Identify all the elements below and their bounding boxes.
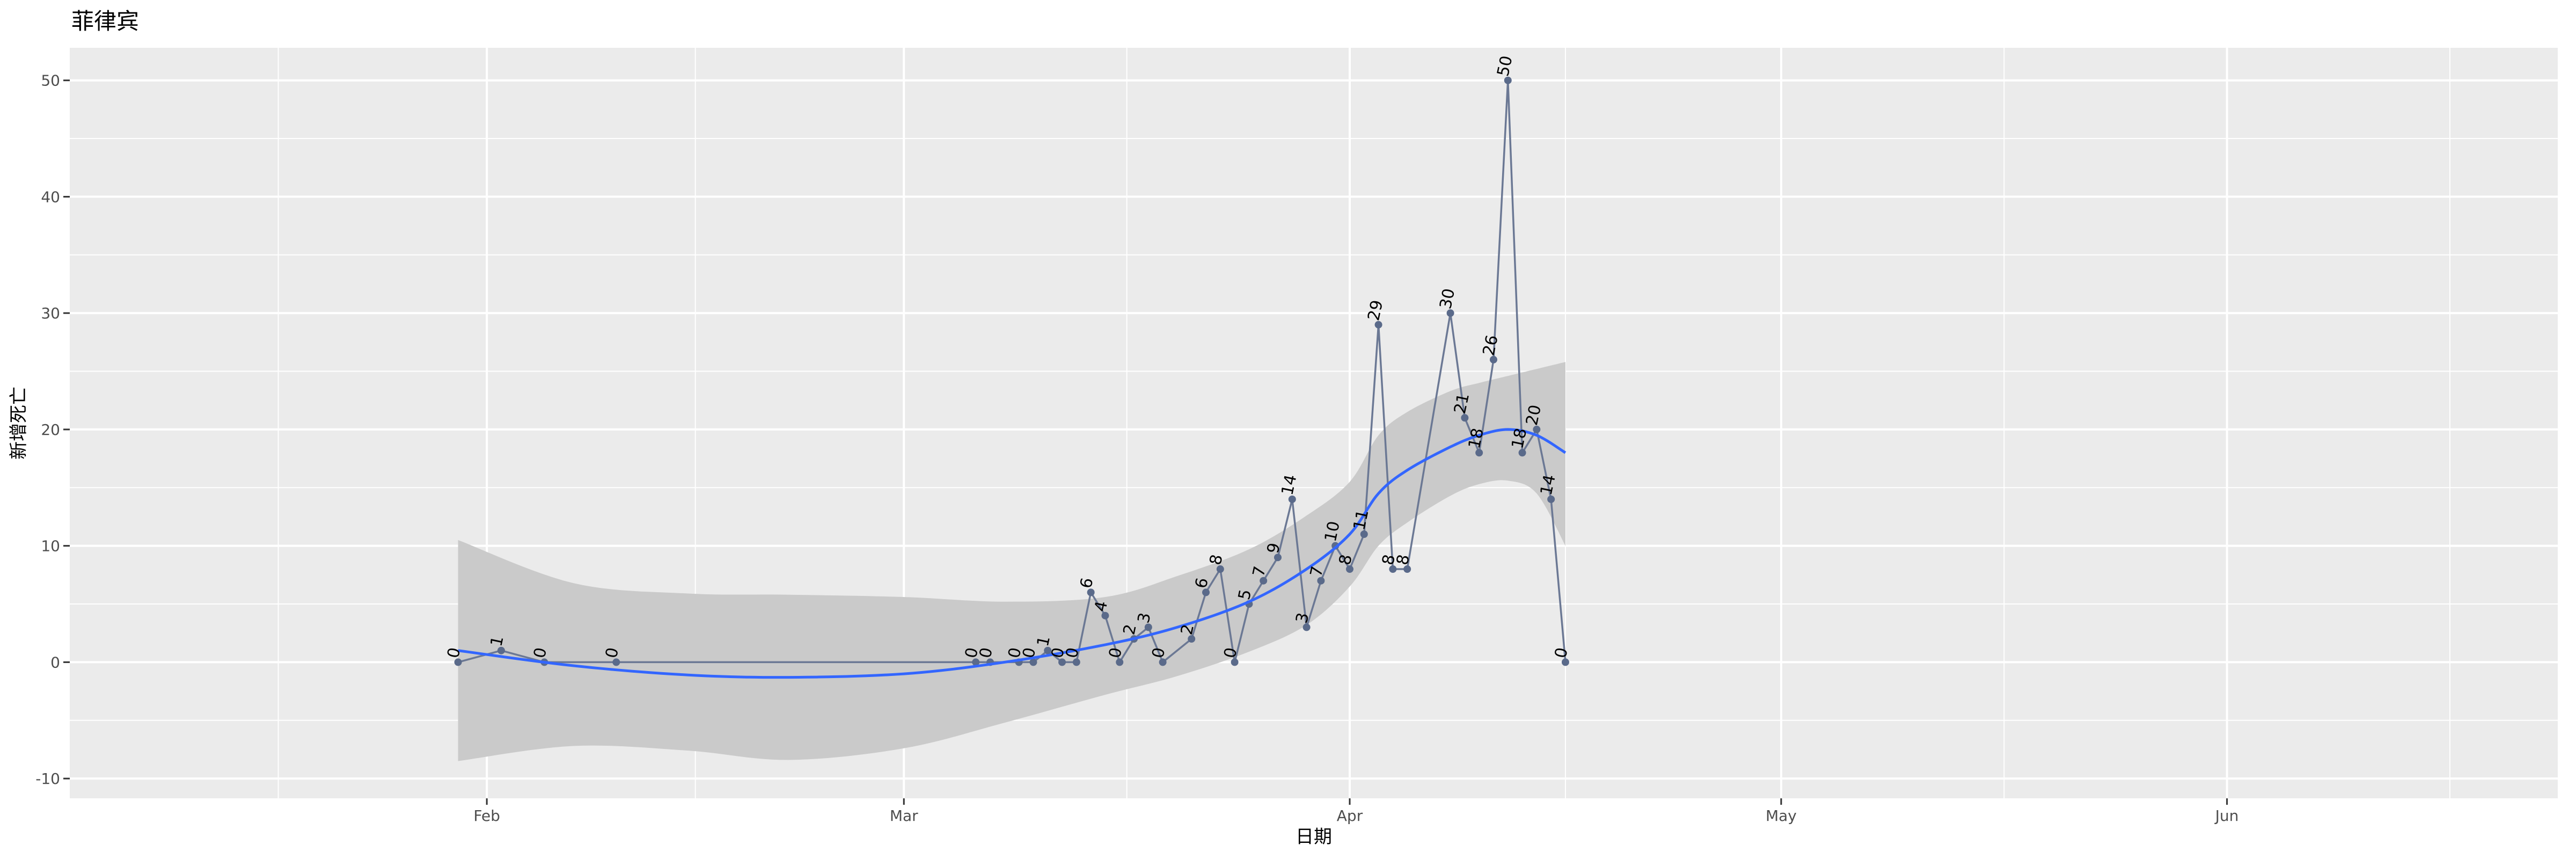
data-label: 14 [1537,473,1560,497]
data-point [1029,658,1037,666]
data-point [1116,658,1124,666]
x-tick-label: Apr [1337,807,1363,825]
y-tick-label: 20 [41,421,60,439]
data-point [1547,495,1555,503]
data-point [1389,565,1397,573]
data-point [1518,449,1526,457]
data-label: 20 [1523,403,1545,427]
data-point [454,658,462,666]
data-point [1288,495,1296,503]
y-tick-label: 40 [41,188,60,206]
y-tick-label: 0 [50,653,60,671]
data-label: 29 [1364,299,1387,323]
data-point [1302,623,1311,631]
data-label: 18 [1508,426,1531,450]
x-tick-label: May [1766,807,1797,825]
data-point [1087,588,1095,596]
data-point [1101,612,1109,620]
smooth-line [458,428,1567,679]
data-point [1461,414,1469,422]
data-point [612,658,620,666]
data-label: 30 [1436,287,1459,311]
data-label: 11 [1350,508,1372,532]
data-label: 10 [1321,520,1344,544]
data-label: 21 [1451,391,1473,416]
data-point [497,646,505,654]
y-tick-label: -10 [35,770,60,788]
x-tick-label: Feb [473,807,500,825]
plot-panel [70,48,2558,798]
data-label: 50 [1494,54,1516,78]
data-point [1561,658,1569,666]
data-point [1360,530,1368,538]
x-axis-title: 日期 [1296,826,1332,848]
data-point [1260,577,1268,585]
data-point [1159,658,1167,666]
data-label: 18 [1465,426,1488,450]
data-point [1202,588,1210,596]
axes: -10 0 10 20 30 40 50 Feb Mar Apr May Jun [35,72,2238,825]
data-point [1188,635,1196,643]
y-tick-label: 50 [41,72,60,90]
data-label: 14 [1278,473,1300,497]
data-point [1058,658,1066,666]
data-point [1044,646,1052,654]
y-tick-label: 30 [41,304,60,322]
data-point [1072,658,1080,666]
data-point [1144,623,1152,631]
data-point [1475,449,1483,457]
chart-title: 菲律宾 [71,8,139,34]
y-tick-label: 10 [41,537,60,555]
data-label: 26 [1480,333,1502,358]
data-point [1274,554,1282,562]
y-axis-title: 新增死亡 [8,387,30,460]
data-point [1345,565,1353,573]
data-point [1231,658,1239,666]
data-series [454,76,1569,666]
data-point [1216,565,1224,573]
smooth-curve [458,428,1567,679]
data-point [1446,309,1454,317]
x-tick-label: Mar [890,807,918,825]
data-point [1374,321,1382,329]
data-point [1533,425,1541,433]
data-point [1403,565,1411,573]
x-tick-label: Jun [2214,807,2239,825]
data-point [1317,577,1325,585]
data-point [1504,76,1512,84]
data-point [1489,355,1497,363]
data-point [972,658,980,666]
